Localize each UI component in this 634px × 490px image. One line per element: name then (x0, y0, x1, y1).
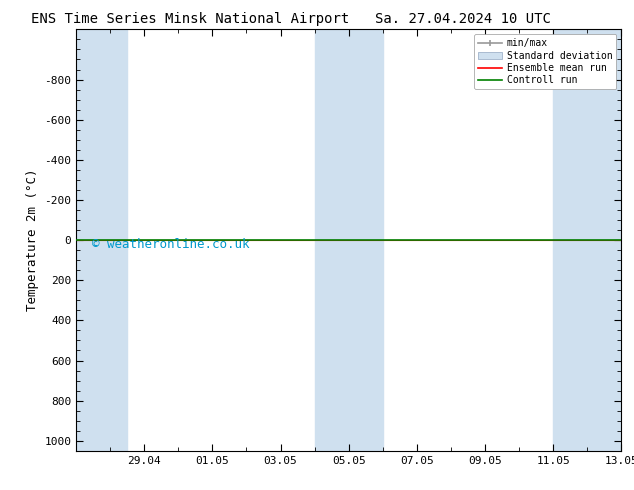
Text: © weatheronline.co.uk: © weatheronline.co.uk (93, 238, 250, 251)
Legend: min/max, Standard deviation, Ensemble mean run, Controll run: min/max, Standard deviation, Ensemble me… (474, 34, 616, 89)
Text: Sa. 27.04.2024 10 UTC: Sa. 27.04.2024 10 UTC (375, 12, 551, 26)
Text: ENS Time Series Minsk National Airport: ENS Time Series Minsk National Airport (31, 12, 349, 26)
Y-axis label: Temperature 2m (°C): Temperature 2m (°C) (25, 169, 39, 311)
Bar (76, 29, 127, 451)
Bar (314, 29, 383, 451)
Bar (553, 29, 621, 451)
